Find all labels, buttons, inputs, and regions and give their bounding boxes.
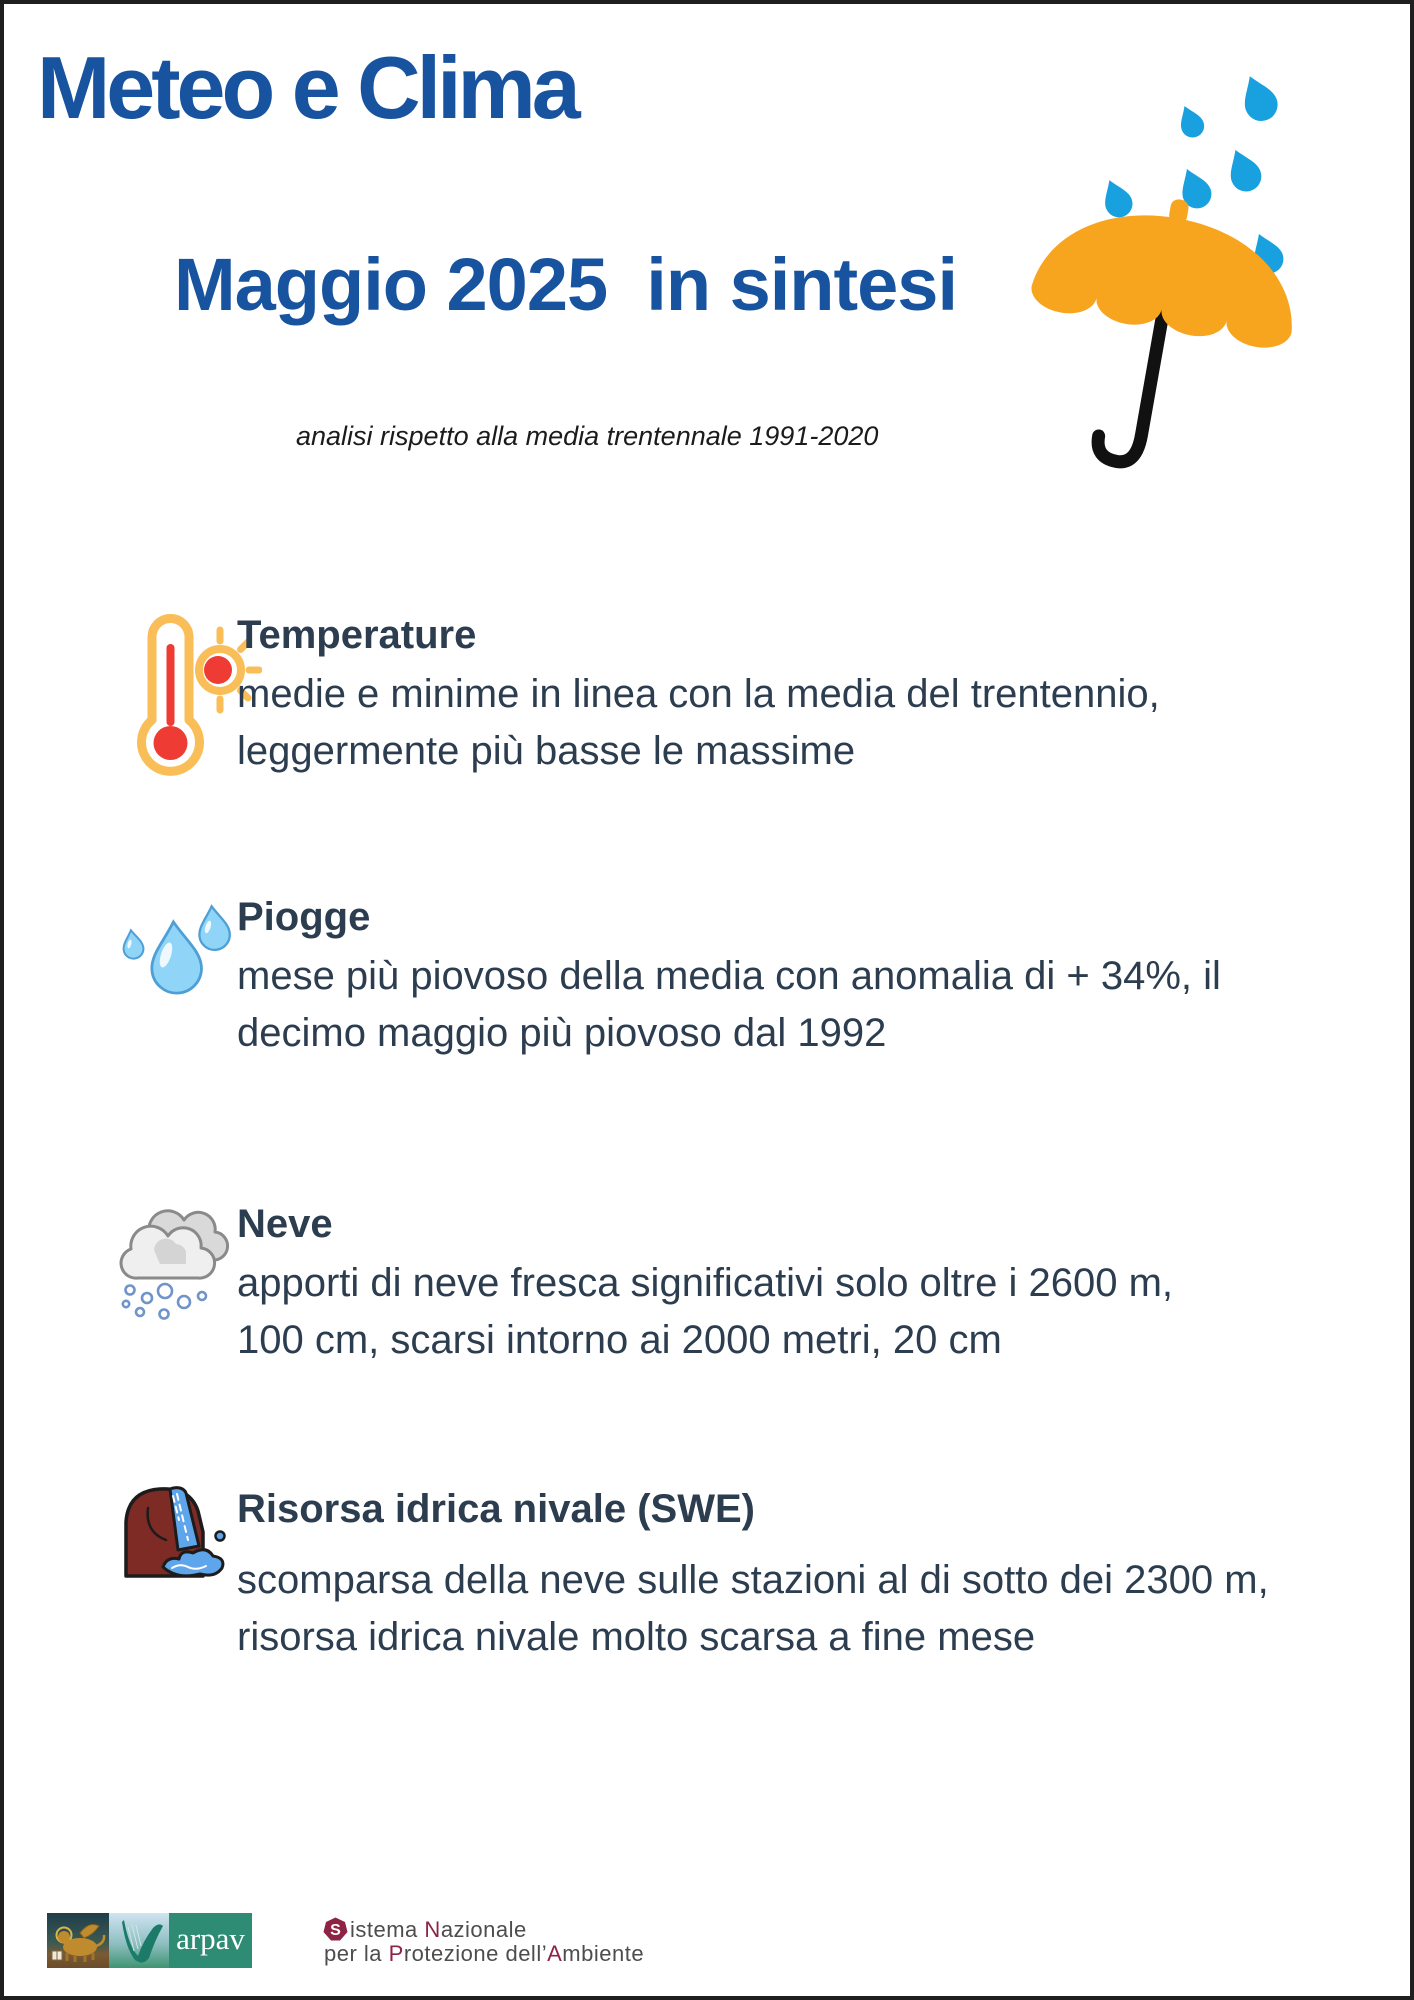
svg-text:S: S — [330, 1922, 341, 1939]
section-body: mese più piovoso della media con anomali… — [237, 954, 1221, 1055]
section-risorsa-idrica: Risorsa idrica nivale (SWE) scomparsa de… — [237, 1485, 1347, 1666]
raindrops-icon — [119, 897, 239, 1012]
snpa-heptagon-icon: S — [323, 1917, 348, 1941]
lion-of-st-mark-logo — [47, 1913, 109, 1968]
section-neve: Neve apporti di neve fresca significativ… — [237, 1200, 1347, 1369]
veneto-v-logo — [109, 1913, 169, 1968]
section-piogge: Piogge mese più piovoso della media con … — [237, 893, 1347, 1062]
thermometer-sun-icon — [132, 604, 263, 789]
section-temperature: Temperature medie e minime in linea con … — [237, 611, 1347, 780]
section-heading: Risorsa idrica nivale (SWE) — [237, 1487, 755, 1531]
analysis-note: analisi rispetto alla media trentennale … — [296, 421, 879, 451]
section-body: apporti di neve fresca significativi sol… — [237, 1261, 1174, 1362]
section-heading: Neve — [237, 1202, 333, 1246]
page-subtitle: Maggio 2025 in sintesi — [174, 243, 958, 326]
section-body: scomparsa della neve sulle stazioni al d… — [237, 1558, 1269, 1659]
arpav-logo: arpav — [169, 1913, 252, 1968]
section-heading: Temperature — [237, 613, 477, 657]
snow-cloud-icon — [116, 1190, 241, 1325]
snpa-line2: per la Protezione dell’Ambiente — [324, 1941, 645, 1966]
waterfall-icon — [116, 1478, 241, 1588]
section-heading: Piogge — [237, 895, 371, 939]
page-title: Meteo e Clima — [37, 38, 581, 137]
regione-veneto-arpav-logo: arpav — [47, 1913, 252, 1968]
snpa-line1: istema Nazionale — [350, 1917, 527, 1942]
arpav-label: arpav — [176, 1921, 245, 1956]
umbrella-rain-icon — [1031, 76, 1292, 469]
section-body: medie e minime in linea con la media del… — [237, 672, 1160, 773]
umbrella-rain-illustration — [824, 49, 1384, 479]
